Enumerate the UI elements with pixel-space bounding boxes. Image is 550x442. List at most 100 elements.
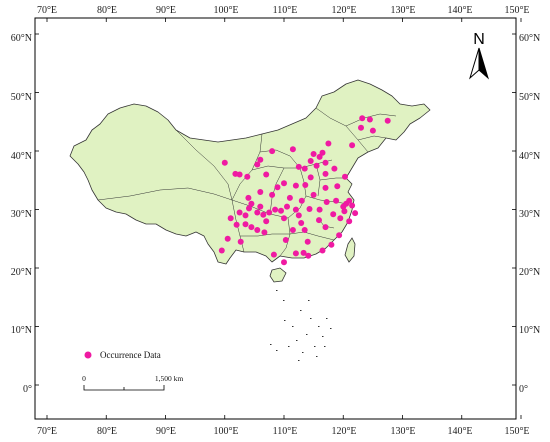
occurrence-point: [352, 210, 359, 217]
occurrence-point: [384, 117, 391, 124]
lat-label-30: 30°N: [519, 209, 540, 220]
lon-label-70: 70°E: [37, 426, 57, 437]
occurrence-point: [242, 212, 249, 219]
occurrence-point: [322, 170, 329, 177]
legend-label: Occurrence Data: [100, 350, 161, 360]
occurrence-point: [284, 203, 290, 210]
scale-start-label: 0: [82, 374, 86, 383]
occurrence-point: [322, 224, 329, 231]
lat-label-40: 40°N: [519, 151, 540, 162]
occurrence-point: [289, 227, 296, 233]
occurrence-point: [349, 202, 356, 209]
island-speck: [330, 328, 332, 329]
occurrence-point: [221, 159, 228, 166]
occurrence-point: [316, 217, 322, 224]
island-speck: [308, 300, 310, 301]
occurrence-point: [292, 182, 299, 189]
occurrence-point: [272, 206, 279, 213]
island-speck: [314, 346, 316, 347]
latitude-labels-right: 60°N 50°N 40°N 30°N 20°N 10°N 0°: [519, 33, 540, 395]
lon-label-80: 80°E: [97, 5, 117, 16]
occurrence-point: [358, 124, 364, 131]
occurrence-point: [257, 189, 264, 195]
island-speck: [284, 320, 286, 321]
occurrence-points: [218, 115, 391, 266]
lat-label-50: 50°N: [519, 92, 540, 103]
hainan-island: [269, 267, 287, 283]
occurrence-point: [298, 220, 305, 226]
lat-label-10: 10°N: [11, 325, 32, 336]
lon-label-100: 100°E: [213, 426, 238, 437]
occurrence-point: [281, 180, 287, 187]
occurrence-point: [359, 115, 366, 122]
occurrence-point: [218, 247, 225, 254]
island-speck: [276, 290, 278, 291]
island-speck: [292, 326, 294, 327]
province-border: [251, 159, 333, 171]
south-china-sea-islands: [270, 290, 332, 361]
lon-label-90: 90°E: [156, 5, 176, 16]
occurrence-point: [227, 215, 234, 222]
occurrence-point: [281, 215, 287, 222]
lat-label-60: 60°N: [519, 33, 540, 44]
occurrence-point: [237, 238, 244, 245]
lat-label-0: 0°: [519, 384, 528, 395]
occurrence-point: [331, 165, 338, 172]
occurrence-point: [307, 158, 314, 164]
north-letter: N: [473, 31, 485, 48]
occurrence-point: [346, 218, 353, 225]
lon-label-150: 150°E: [504, 426, 529, 437]
occurrence-point: [260, 211, 267, 218]
occurrence-point: [340, 203, 347, 210]
lon-label-130: 130°E: [390, 5, 415, 16]
lat-label-50: 50°N: [11, 92, 32, 103]
lat-label-10: 10°N: [519, 325, 540, 336]
occurrence-point: [330, 211, 337, 218]
island-speck: [296, 340, 298, 341]
occurrence-point: [257, 156, 264, 163]
occurrence-point: [366, 116, 373, 123]
occurrence-point: [305, 252, 312, 259]
occurrence-point: [316, 153, 323, 160]
occurrence-point: [334, 183, 341, 190]
occurrence-point: [254, 161, 261, 168]
occurrence-point: [333, 197, 340, 204]
occurrence-point: [242, 221, 249, 228]
occurrence-point: [257, 203, 264, 210]
lat-label-20: 20°N: [11, 267, 32, 278]
lon-label-120: 120°E: [331, 426, 356, 437]
occurrence-point: [328, 241, 335, 248]
occurrence-point: [245, 194, 252, 201]
occurrence-point: [292, 250, 299, 257]
occurrence-point: [270, 251, 277, 258]
occurrence-point: [304, 238, 311, 245]
north-arrow-icon: [478, 47, 489, 80]
occurrence-point: [246, 205, 252, 212]
occurrence-point: [244, 173, 251, 180]
occurrence-point: [278, 207, 284, 214]
occurrence-point: [310, 151, 317, 157]
taiwan-island: [344, 237, 356, 263]
occurrence-point: [281, 259, 287, 266]
island-speck: [302, 352, 304, 353]
occurrence-point: [316, 206, 323, 213]
province-border: [97, 187, 233, 201]
occurrence-point: [300, 249, 307, 256]
island-speck: [306, 334, 308, 335]
lon-label-90: 90°E: [156, 426, 176, 437]
occurrence-point: [236, 209, 243, 216]
occurrence-point: [369, 127, 376, 134]
occurrence-point: [295, 212, 302, 219]
occurrence-point: [306, 206, 313, 212]
occurrence-point: [313, 162, 320, 169]
island-speck: [322, 336, 324, 337]
lat-label-40: 40°N: [11, 151, 32, 162]
occurrence-point: [286, 194, 293, 201]
scale-bar: 0 1,500 km: [82, 374, 183, 391]
province-border: [175, 129, 233, 201]
graticule-ticks: [35, 18, 522, 419]
island-speck: [300, 310, 302, 311]
scale-line: [83, 385, 165, 391]
occurrence-point: [301, 165, 308, 172]
occurrence-point: [261, 229, 268, 236]
